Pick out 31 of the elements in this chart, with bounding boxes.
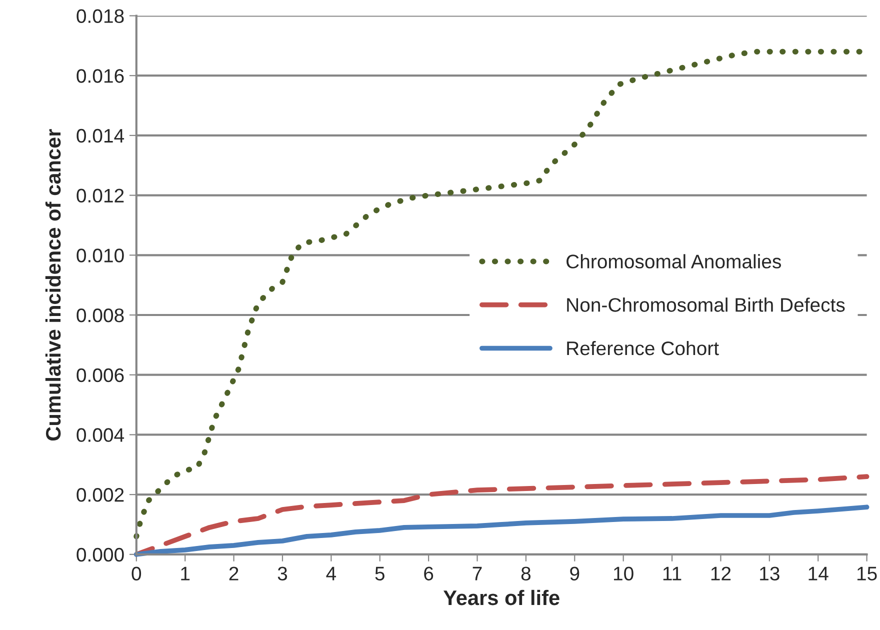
x-tick-label: 3	[278, 566, 288, 580]
y-tick-label: 0.008	[76, 308, 124, 322]
x-axis-title: Years of life	[443, 590, 560, 606]
x-tick-label: 11	[663, 566, 682, 580]
legend-label: Chromosomal Anomalies	[566, 254, 781, 268]
y-tick-label: 0.014	[76, 128, 124, 143]
x-tick-label: 4	[326, 566, 336, 580]
x-tick-label: 10	[614, 566, 634, 580]
legend-label: Reference Cohort	[567, 340, 719, 356]
x-tick-label: 6	[424, 566, 434, 580]
x-tick-label: 12	[711, 566, 731, 580]
y-tick-label: 0.006	[76, 368, 124, 382]
y-tick-label: 0.018	[76, 9, 124, 23]
y-tick-label: 0.000	[76, 548, 124, 562]
x-tick-label: 7	[472, 566, 482, 580]
y-tick-label: 0.004	[76, 428, 124, 442]
y-axis-title: Cumulative incidence of cancer	[45, 129, 61, 441]
y-tick-label: 0.012	[76, 188, 124, 203]
x-tick-label: 13	[760, 566, 780, 580]
x-tick-label: 9	[570, 566, 580, 580]
x-tick-label: 5	[375, 566, 384, 580]
y-tick-label: 0.010	[76, 248, 124, 262]
x-tick-label: 0	[132, 566, 142, 580]
x-tick-label: 8	[521, 566, 531, 580]
y-tick-label: 0.016	[76, 69, 124, 83]
x-tick-label: 14	[808, 566, 828, 580]
x-tick-label: 2	[229, 566, 238, 580]
x-tick-label: 1	[181, 566, 190, 580]
x-tick-label: 15	[857, 566, 877, 580]
legend-label: Non-Chromosomal Birth Defects	[567, 298, 845, 312]
y-tick-label: 0.002	[76, 488, 124, 502]
